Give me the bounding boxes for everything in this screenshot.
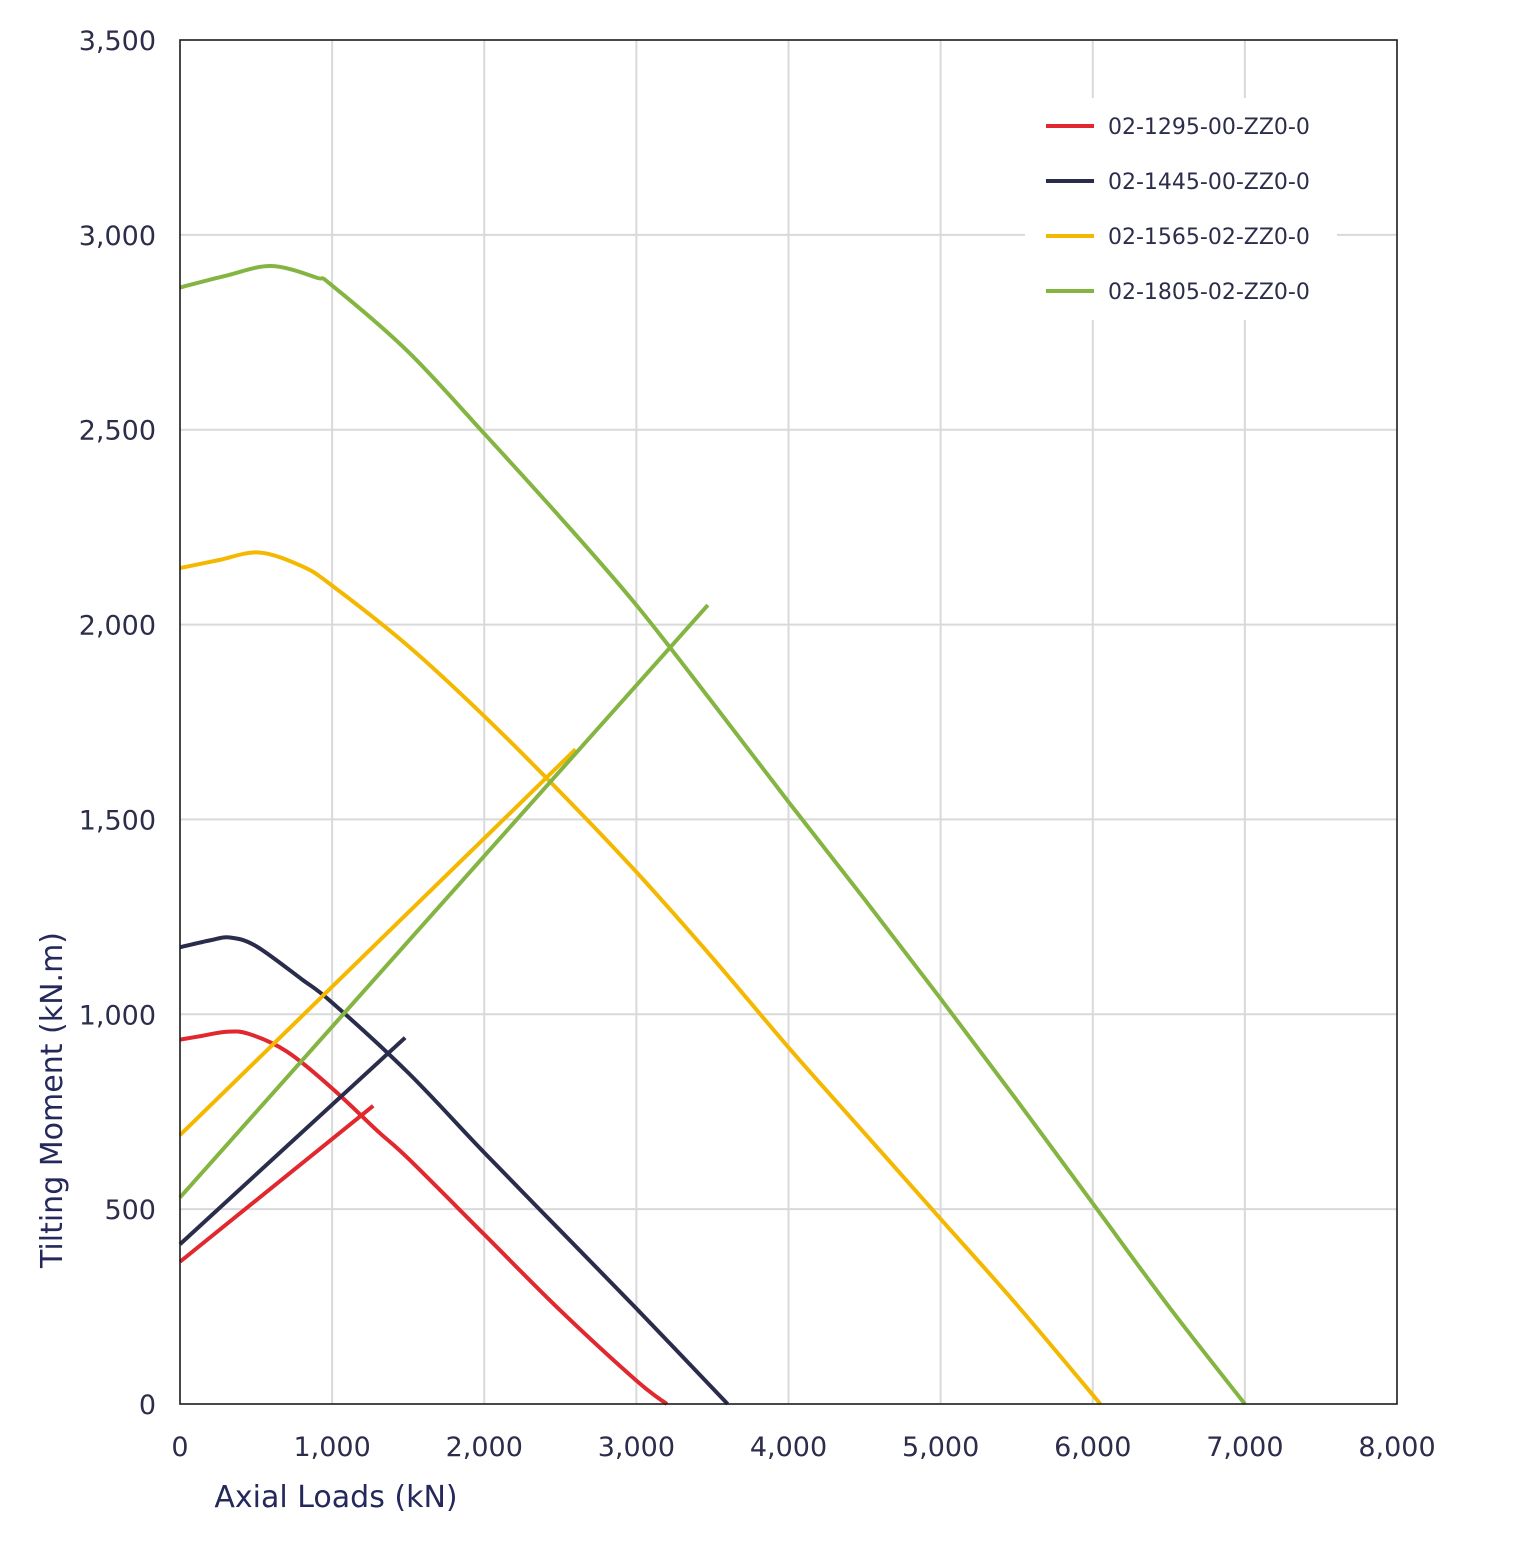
x-tick-label: 3,000 — [598, 1432, 675, 1463]
plot-frame — [179, 39, 1398, 1405]
x-axis-ticks: 0 1,000 2,000 3,000 4,000 5,000 6,000 7,000 8,00… — [171, 1432, 1435, 1463]
y-tick-label: 3,000 — [79, 221, 156, 252]
y-tick-label: 2,500 — [79, 416, 156, 447]
y-tick-label: 3,500 — [79, 26, 156, 57]
x-tick-label: 2,000 — [446, 1432, 523, 1463]
grid-lines — [180, 40, 1397, 1404]
series-layer — [178, 264, 1247, 1406]
y-tick-label: 2,000 — [79, 611, 156, 642]
series-line-4 — [178, 603, 710, 1199]
series-line-1 — [178, 1104, 375, 1264]
series-curve-2 — [179, 935, 730, 1406]
x-tick-label: 5,000 — [902, 1432, 979, 1463]
y-axis-title: Tilting Moment (kN.m) — [35, 932, 70, 1269]
legend-background — [1025, 98, 1337, 320]
legend-label: 02-1445-00-ZZ0-0 — [1108, 170, 1310, 195]
y-tick-label: 1,000 — [79, 1000, 156, 1031]
x-tick-label: 7,000 — [1206, 1432, 1283, 1463]
x-tick-label: 1,000 — [293, 1432, 370, 1463]
series-curve-4 — [179, 264, 1247, 1406]
series-line-2 — [178, 1036, 407, 1246]
y-axis-ticks: 0 500 1,000 1,500 2,000 2,500 3,000 3,500 — [79, 26, 156, 1421]
legend: 02-1295-00-ZZ0-0 02-1445-00-ZZ0-0 02-1565-… — [1025, 98, 1337, 320]
series-curve-3 — [179, 550, 1102, 1406]
x-axis-title: Axial Loads (kN) — [214, 1480, 457, 1515]
legend-label: 02-1565-02-ZZ0-0 — [1108, 225, 1310, 250]
x-tick-label: 6,000 — [1054, 1432, 1131, 1463]
series-line-3 — [178, 747, 577, 1137]
y-tick-label: 500 — [104, 1195, 156, 1226]
y-tick-label: 1,500 — [79, 805, 156, 836]
x-tick-label: 0 — [171, 1432, 188, 1463]
x-tick-label: 4,000 — [750, 1432, 827, 1463]
x-tick-label: 8,000 — [1358, 1432, 1435, 1463]
legend-label: 02-1295-00-ZZ0-0 — [1108, 115, 1310, 140]
legend-label: 02-1805-02-ZZ0-0 — [1108, 280, 1310, 305]
y-tick-label: 0 — [139, 1390, 156, 1421]
series-curve-1 — [179, 1029, 669, 1406]
